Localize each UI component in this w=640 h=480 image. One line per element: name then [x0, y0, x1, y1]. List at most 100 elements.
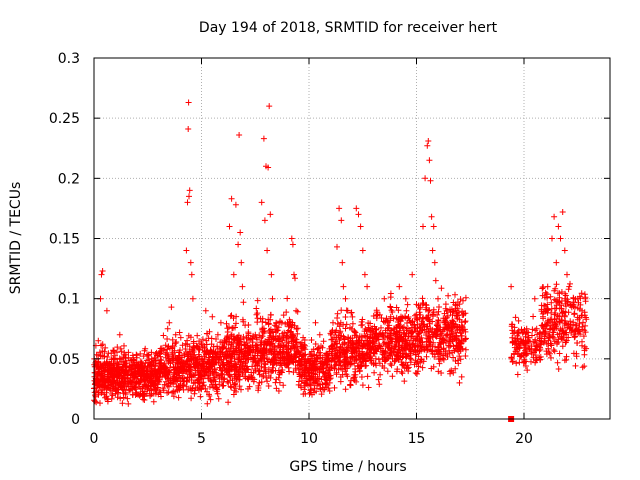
data-point	[340, 283, 347, 290]
data-point	[152, 357, 159, 364]
data-point	[98, 271, 105, 278]
data-point	[554, 331, 561, 338]
data-point	[546, 334, 552, 341]
data-point	[292, 343, 299, 350]
data-point	[439, 328, 446, 335]
data-point	[184, 337, 191, 344]
data-point	[409, 271, 416, 278]
data-point	[170, 381, 177, 388]
data-point	[213, 371, 219, 378]
data-point	[403, 330, 410, 337]
data-point	[212, 378, 219, 385]
data-point	[162, 364, 169, 371]
data-point	[121, 342, 127, 349]
data-point	[571, 333, 578, 340]
data-point	[522, 347, 528, 354]
data-point	[280, 343, 287, 350]
data-point	[540, 328, 546, 335]
data-point	[562, 297, 569, 304]
data-point	[419, 315, 426, 322]
data-point	[377, 330, 384, 336]
data-point	[395, 346, 402, 353]
data-point	[289, 241, 296, 248]
data-point	[290, 369, 297, 376]
data-point	[450, 318, 457, 325]
data-point	[561, 247, 568, 254]
data-point	[356, 367, 363, 374]
data-point	[360, 342, 367, 349]
data-point	[343, 321, 350, 328]
data-point	[564, 271, 570, 278]
data-point	[314, 366, 321, 373]
data-point	[452, 301, 459, 308]
data-point	[246, 346, 253, 353]
data-point	[214, 331, 221, 338]
data-point	[358, 322, 365, 329]
data-point	[217, 349, 224, 356]
data-point	[404, 301, 411, 308]
data-point	[313, 388, 320, 395]
data-point	[347, 344, 354, 351]
data-point	[462, 335, 469, 342]
data-point	[234, 339, 241, 346]
data-point	[553, 302, 560, 309]
data-point	[123, 363, 130, 370]
data-point	[117, 395, 124, 402]
data-point	[371, 369, 378, 376]
data-point	[119, 386, 126, 393]
data-point	[258, 199, 265, 206]
data-point	[509, 321, 516, 328]
data-point	[334, 310, 341, 317]
data-point	[303, 375, 310, 382]
data-point	[446, 350, 453, 357]
data-point	[367, 320, 374, 327]
data-point	[298, 339, 305, 346]
data-point	[309, 355, 316, 362]
data-point	[377, 371, 384, 378]
data-point	[431, 330, 438, 337]
data-point	[102, 344, 109, 351]
data-point	[240, 333, 247, 340]
data-point	[230, 271, 237, 278]
data-point	[382, 329, 389, 336]
data-point	[214, 386, 221, 393]
data-point	[256, 371, 263, 378]
data-point	[144, 370, 151, 377]
data-point	[416, 330, 423, 337]
data-point	[284, 339, 290, 346]
data-point	[273, 376, 280, 383]
data-point	[563, 303, 569, 310]
data-point	[264, 351, 270, 358]
data-point	[364, 345, 371, 352]
data-point	[399, 370, 406, 377]
data-point	[579, 342, 585, 349]
data-point	[509, 327, 516, 334]
data-point	[373, 335, 380, 342]
data-point	[221, 375, 228, 382]
data-point	[203, 337, 210, 344]
data-point	[517, 336, 524, 343]
data-point	[402, 353, 409, 360]
data-point	[349, 341, 356, 347]
data-point	[374, 311, 381, 318]
data-point	[528, 347, 535, 354]
data-point	[342, 295, 349, 302]
data-point	[103, 389, 110, 396]
data-point	[131, 384, 138, 391]
data-point	[160, 387, 167, 394]
data-point	[529, 332, 535, 339]
data-point	[388, 327, 395, 334]
data-point	[522, 333, 529, 340]
data-point	[173, 339, 180, 345]
data-point	[552, 297, 559, 304]
data-point	[283, 345, 290, 351]
data-point	[442, 317, 449, 324]
data-point	[358, 374, 365, 380]
data-point	[198, 341, 205, 348]
data-point	[239, 283, 246, 290]
data-point	[203, 351, 210, 358]
data-point	[354, 363, 361, 370]
data-point	[158, 365, 165, 372]
data-point	[276, 343, 283, 350]
data-point	[275, 388, 282, 394]
